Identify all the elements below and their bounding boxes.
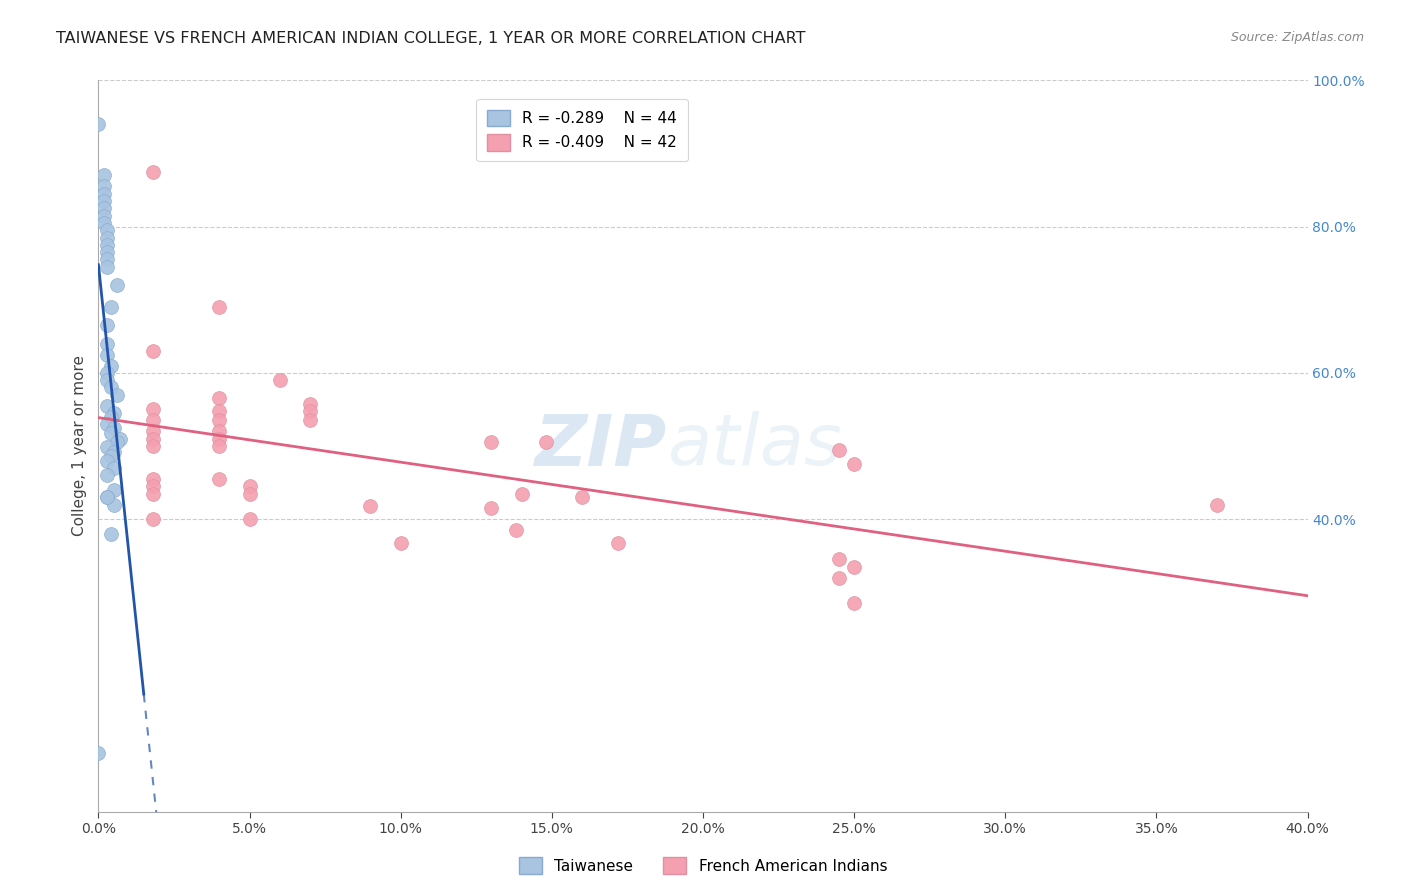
Point bbox=[100, 359, 122, 373]
Point bbox=[96, 373, 118, 387]
Point bbox=[299, 396, 322, 410]
Point bbox=[96, 490, 118, 504]
Y-axis label: College, 1 year or more: College, 1 year or more bbox=[72, 356, 87, 536]
Point bbox=[505, 523, 527, 537]
Point bbox=[96, 366, 118, 380]
Point bbox=[844, 596, 866, 610]
Point bbox=[96, 223, 118, 237]
Point bbox=[571, 490, 593, 504]
Point bbox=[142, 432, 165, 446]
Point bbox=[108, 432, 131, 446]
Point bbox=[100, 380, 122, 394]
Point bbox=[96, 490, 118, 504]
Point bbox=[93, 169, 115, 183]
Point bbox=[208, 392, 231, 406]
Point bbox=[103, 445, 125, 459]
Point bbox=[828, 571, 851, 585]
Point bbox=[103, 498, 125, 512]
Point bbox=[96, 417, 118, 431]
Legend: Taiwanese, French American Indians: Taiwanese, French American Indians bbox=[513, 851, 893, 880]
Point bbox=[607, 535, 630, 549]
Point bbox=[389, 535, 412, 549]
Point bbox=[105, 388, 128, 402]
Point bbox=[96, 336, 118, 351]
Point bbox=[481, 501, 503, 516]
Point bbox=[103, 421, 125, 435]
Point bbox=[208, 404, 231, 418]
Point bbox=[96, 230, 118, 244]
Point bbox=[239, 479, 262, 493]
Point bbox=[299, 413, 322, 427]
Point bbox=[96, 260, 118, 274]
Legend: R = -0.289    N = 44, R = -0.409    N = 42: R = -0.289 N = 44, R = -0.409 N = 42 bbox=[477, 99, 688, 161]
Point bbox=[208, 300, 231, 314]
Point bbox=[87, 746, 110, 760]
Point bbox=[142, 343, 165, 358]
Point bbox=[103, 461, 125, 475]
Point bbox=[142, 472, 165, 486]
Point bbox=[93, 194, 115, 208]
Point bbox=[239, 512, 262, 526]
Point bbox=[828, 552, 851, 566]
Text: atlas: atlas bbox=[666, 411, 841, 481]
Point bbox=[96, 441, 118, 455]
Point bbox=[96, 245, 118, 260]
Point bbox=[100, 409, 122, 424]
Point bbox=[208, 439, 231, 453]
Point bbox=[1206, 498, 1229, 512]
Point bbox=[96, 468, 118, 483]
Point bbox=[142, 402, 165, 417]
Point bbox=[142, 413, 165, 427]
Point bbox=[105, 435, 128, 450]
Point bbox=[103, 483, 125, 497]
Point bbox=[208, 432, 231, 446]
Point bbox=[208, 413, 231, 427]
Point bbox=[100, 526, 122, 541]
Point bbox=[100, 449, 122, 463]
Text: TAIWANESE VS FRENCH AMERICAN INDIAN COLLEGE, 1 YEAR OR MORE CORRELATION CHART: TAIWANESE VS FRENCH AMERICAN INDIAN COLL… bbox=[56, 31, 806, 46]
Point bbox=[142, 425, 165, 439]
Point bbox=[208, 472, 231, 486]
Point bbox=[299, 404, 322, 418]
Point bbox=[93, 209, 115, 223]
Point bbox=[239, 486, 262, 500]
Point bbox=[96, 252, 118, 267]
Point bbox=[93, 216, 115, 230]
Point bbox=[142, 512, 165, 526]
Point bbox=[142, 439, 165, 453]
Point bbox=[96, 347, 118, 362]
Point bbox=[100, 300, 122, 314]
Point bbox=[208, 425, 231, 439]
Point bbox=[96, 318, 118, 333]
Point bbox=[844, 559, 866, 574]
Point bbox=[93, 202, 115, 216]
Point bbox=[96, 399, 118, 413]
Point bbox=[828, 442, 851, 457]
Point bbox=[103, 406, 125, 420]
Point bbox=[510, 486, 533, 500]
Point bbox=[105, 278, 128, 293]
Text: ZIP: ZIP bbox=[534, 411, 666, 481]
Point bbox=[142, 164, 165, 178]
Point bbox=[844, 457, 866, 471]
Point bbox=[96, 237, 118, 252]
Point bbox=[269, 373, 291, 387]
Point bbox=[93, 179, 115, 194]
Point bbox=[142, 479, 165, 493]
Point bbox=[93, 186, 115, 201]
Point bbox=[360, 499, 382, 513]
Point bbox=[142, 486, 165, 500]
Point bbox=[87, 117, 110, 131]
Text: Source: ZipAtlas.com: Source: ZipAtlas.com bbox=[1230, 31, 1364, 45]
Point bbox=[96, 453, 118, 467]
Point bbox=[481, 435, 503, 450]
Point bbox=[534, 435, 557, 450]
Point bbox=[100, 425, 122, 440]
